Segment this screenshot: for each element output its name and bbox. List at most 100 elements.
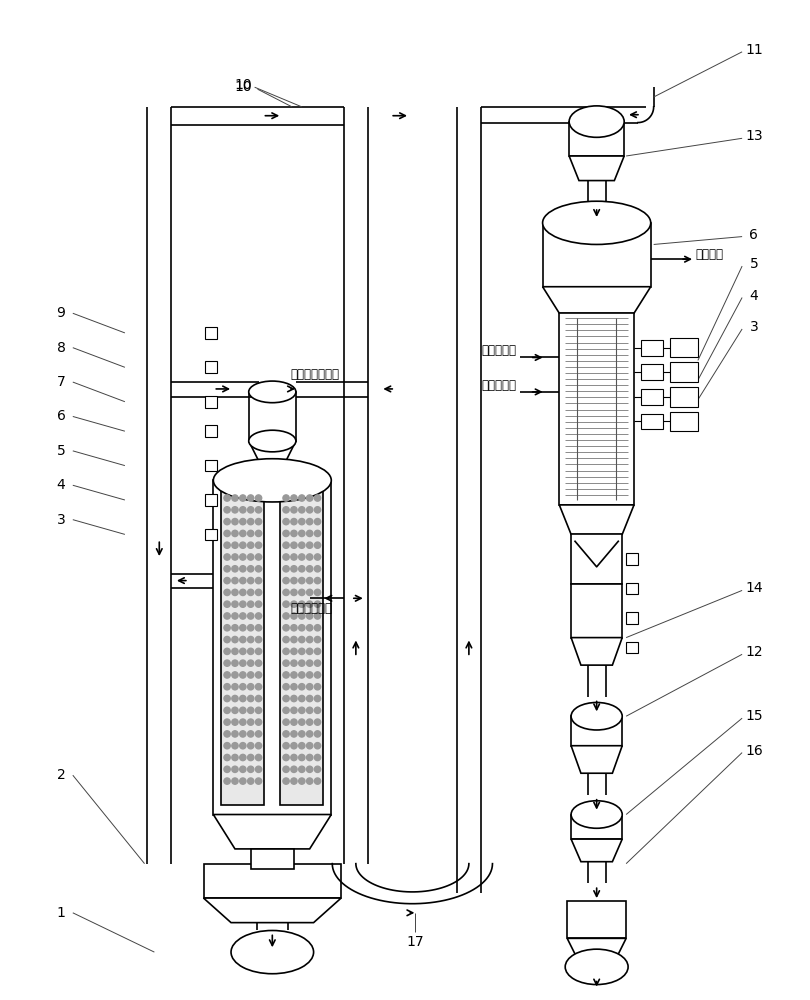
Circle shape: [232, 778, 238, 784]
Circle shape: [299, 601, 305, 607]
Bar: [626, 553, 638, 565]
Circle shape: [224, 695, 230, 702]
Circle shape: [224, 495, 230, 501]
Circle shape: [291, 542, 297, 548]
Circle shape: [291, 518, 297, 525]
Circle shape: [240, 766, 246, 772]
Circle shape: [224, 589, 230, 596]
Polygon shape: [543, 287, 650, 313]
Circle shape: [299, 719, 305, 725]
Circle shape: [255, 554, 262, 560]
Bar: [641, 414, 663, 429]
Bar: [206, 529, 217, 540]
Circle shape: [283, 719, 289, 725]
Bar: [250, 849, 294, 869]
Circle shape: [291, 601, 297, 607]
Circle shape: [314, 766, 321, 772]
Bar: [671, 338, 698, 357]
Circle shape: [255, 577, 262, 584]
Circle shape: [291, 613, 297, 619]
Circle shape: [299, 660, 305, 666]
Circle shape: [232, 518, 238, 525]
Circle shape: [283, 577, 289, 584]
Text: 5: 5: [749, 257, 758, 271]
Circle shape: [299, 695, 305, 702]
Circle shape: [255, 778, 262, 784]
Circle shape: [240, 577, 246, 584]
Circle shape: [291, 766, 297, 772]
Circle shape: [255, 719, 262, 725]
Circle shape: [291, 648, 297, 655]
Circle shape: [232, 577, 238, 584]
Circle shape: [255, 743, 262, 749]
Circle shape: [299, 672, 305, 678]
Circle shape: [255, 601, 262, 607]
Text: 反应产物出口: 反应产物出口: [290, 602, 332, 615]
Circle shape: [232, 660, 238, 666]
Circle shape: [306, 672, 313, 678]
Text: 2: 2: [57, 768, 66, 782]
Circle shape: [291, 684, 297, 690]
Circle shape: [299, 625, 305, 631]
Text: 反应器油气入口: 反应器油气入口: [290, 368, 339, 381]
Bar: [671, 412, 698, 431]
Circle shape: [224, 542, 230, 548]
Ellipse shape: [213, 459, 331, 502]
Circle shape: [314, 672, 321, 678]
Circle shape: [224, 766, 230, 772]
Bar: [571, 534, 622, 584]
Circle shape: [314, 625, 321, 631]
Circle shape: [314, 778, 321, 784]
Circle shape: [299, 495, 305, 501]
Text: 3: 3: [749, 320, 758, 334]
Bar: [641, 389, 663, 405]
Circle shape: [240, 684, 246, 690]
Circle shape: [283, 778, 289, 784]
Circle shape: [255, 495, 262, 501]
Circle shape: [283, 589, 289, 596]
Circle shape: [232, 648, 238, 655]
Circle shape: [248, 613, 254, 619]
Circle shape: [232, 707, 238, 713]
Circle shape: [255, 530, 262, 537]
Circle shape: [306, 636, 313, 643]
Circle shape: [306, 577, 313, 584]
Bar: [213, 480, 331, 815]
Text: 烟气出口: 烟气出口: [695, 248, 723, 261]
Text: 8: 8: [57, 341, 66, 355]
Circle shape: [306, 684, 313, 690]
Circle shape: [314, 613, 321, 619]
Circle shape: [299, 766, 305, 772]
Bar: [567, 901, 626, 938]
Circle shape: [240, 754, 246, 761]
Circle shape: [240, 695, 246, 702]
Circle shape: [240, 589, 246, 596]
Circle shape: [232, 719, 238, 725]
Circle shape: [248, 707, 254, 713]
Text: 16: 16: [745, 744, 763, 758]
Ellipse shape: [571, 801, 622, 828]
Bar: [206, 460, 217, 471]
Circle shape: [299, 684, 305, 690]
Ellipse shape: [543, 201, 650, 244]
Circle shape: [232, 507, 238, 513]
Circle shape: [255, 589, 262, 596]
Circle shape: [248, 518, 254, 525]
Circle shape: [224, 672, 230, 678]
Circle shape: [314, 495, 321, 501]
Bar: [206, 425, 217, 437]
Circle shape: [283, 507, 289, 513]
Bar: [571, 815, 622, 839]
Circle shape: [248, 577, 254, 584]
Circle shape: [255, 518, 262, 525]
Circle shape: [283, 495, 289, 501]
Circle shape: [248, 719, 254, 725]
Circle shape: [306, 707, 313, 713]
Circle shape: [248, 684, 254, 690]
Text: 17: 17: [406, 935, 424, 949]
Circle shape: [306, 648, 313, 655]
Circle shape: [283, 625, 289, 631]
Circle shape: [291, 672, 297, 678]
Circle shape: [283, 566, 289, 572]
Circle shape: [299, 648, 305, 655]
